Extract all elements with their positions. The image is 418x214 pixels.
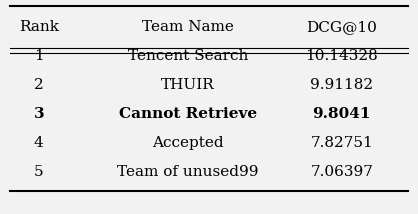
Text: 9.91182: 9.91182 (310, 78, 373, 92)
Text: 2: 2 (34, 78, 43, 92)
Text: Team Name: Team Name (142, 20, 234, 34)
Text: Accepted: Accepted (153, 136, 224, 150)
Text: 10.14328: 10.14328 (306, 49, 378, 63)
Text: Rank: Rank (19, 20, 59, 34)
Text: Cannot Retrieve: Cannot Retrieve (119, 107, 257, 121)
Text: 7.06397: 7.06397 (311, 165, 373, 179)
Text: 4: 4 (34, 136, 43, 150)
Text: 9.8041: 9.8041 (313, 107, 371, 121)
Text: 7.82751: 7.82751 (311, 136, 373, 150)
Text: 3: 3 (33, 107, 44, 121)
Text: Team of unused99: Team of unused99 (117, 165, 259, 179)
Text: Tencent Search: Tencent Search (128, 49, 248, 63)
Text: 1: 1 (34, 49, 43, 63)
Text: DCG@10: DCG@10 (306, 20, 377, 34)
Text: THUIR: THUIR (161, 78, 215, 92)
Text: 5: 5 (34, 165, 43, 179)
